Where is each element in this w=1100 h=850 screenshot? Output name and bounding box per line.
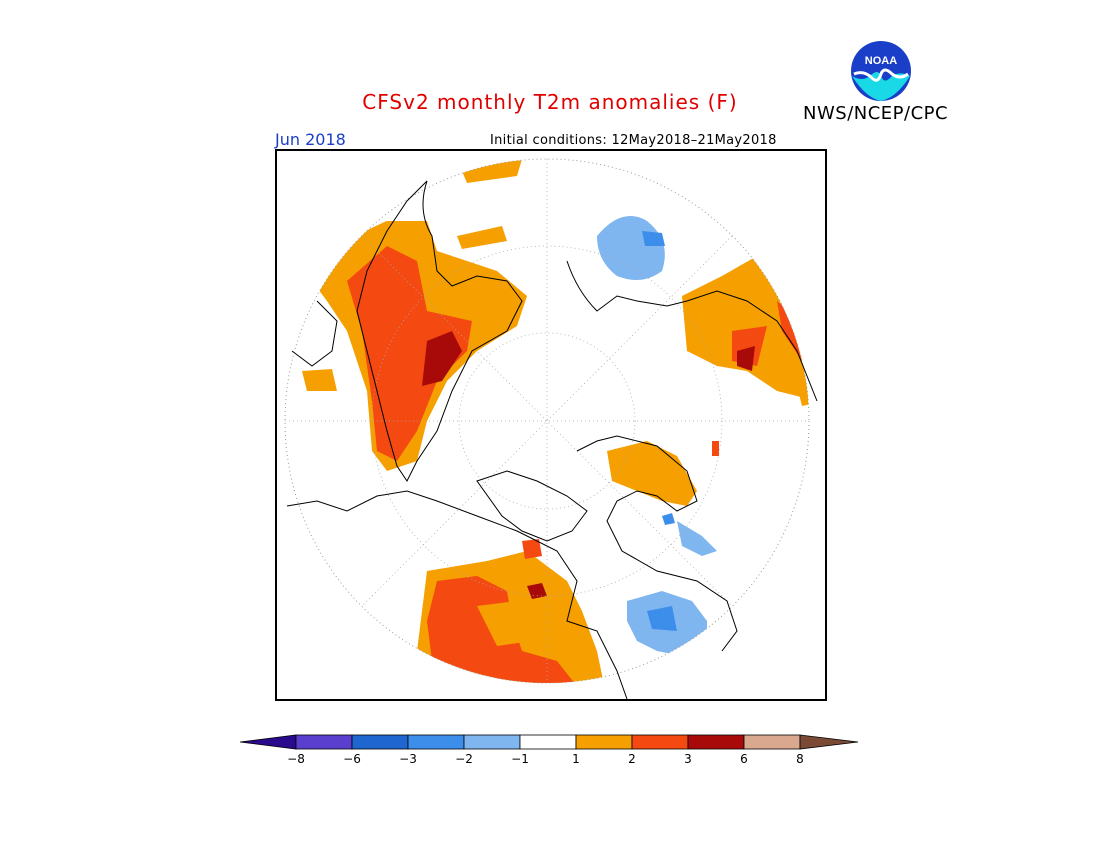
coastline-north-america-islands bbox=[476, 470, 588, 542]
warm-region-hudson bbox=[522, 539, 542, 559]
cold-region-europe-core bbox=[647, 606, 677, 631]
colorbar-bin-2 bbox=[351, 734, 409, 750]
cold-region-north bbox=[597, 216, 665, 280]
colorbar-bin-1 bbox=[295, 734, 353, 750]
colorbar-tick-label: −6 bbox=[343, 752, 361, 766]
warm-region-north-top bbox=[457, 159, 522, 183]
coastline-siberia bbox=[566, 260, 818, 402]
colorbar-bin-7 bbox=[631, 734, 689, 750]
cold-region-scandinavia-bit bbox=[662, 513, 675, 525]
agency-label: NWS/NCEP/CPC bbox=[803, 103, 949, 124]
warm-region-labrador bbox=[302, 369, 337, 391]
colorbar-min-arrow bbox=[239, 734, 297, 750]
coastline-alaska bbox=[291, 300, 338, 367]
cold-region-baltic bbox=[677, 521, 717, 556]
colorbar-bin-4 bbox=[463, 734, 521, 750]
anomaly-map bbox=[284, 158, 818, 699]
colorbar-bin-5 bbox=[519, 734, 577, 750]
colorbar-bin-6 bbox=[575, 734, 633, 750]
warm-region-strip bbox=[457, 226, 507, 249]
colorbar-tick-label: 8 bbox=[796, 752, 804, 766]
colorbar-tick-label: −8 bbox=[287, 752, 305, 766]
warm-region-small-1 bbox=[712, 441, 719, 456]
warm-region-alaska-bits bbox=[797, 381, 809, 406]
colorbar-max-arrow bbox=[799, 734, 859, 750]
colorbar-bin-9 bbox=[743, 734, 801, 750]
colorbar-bin-8 bbox=[687, 734, 745, 750]
colorbar-bin-3 bbox=[407, 734, 465, 750]
polar-map bbox=[275, 149, 827, 701]
coastline-greenland bbox=[356, 180, 523, 482]
svg-text:NOAA: NOAA bbox=[865, 55, 897, 67]
colorbar-tick-label: −3 bbox=[399, 752, 417, 766]
warm-region-scandinavia bbox=[607, 441, 697, 506]
coastline-canada bbox=[286, 490, 628, 699]
colorbar-tick-label: 1 bbox=[572, 752, 580, 766]
forecast-month: Jun 2018 bbox=[275, 130, 346, 149]
cold-region-north-core bbox=[642, 231, 665, 246]
colorbar-tick-label: −1 bbox=[511, 752, 529, 766]
warm-region-na-light bbox=[477, 601, 532, 646]
colorbar bbox=[239, 734, 859, 750]
coastline-europe bbox=[576, 435, 738, 652]
initial-conditions: Initial conditions: 12May2018–21May2018 bbox=[490, 133, 777, 148]
chart-title: CFSv2 monthly T2m anomalies (F) bbox=[362, 90, 738, 114]
colorbar-tick-label: 3 bbox=[684, 752, 692, 766]
noaa-logo: NOAA bbox=[851, 41, 911, 101]
colorbar-tick-label: −2 bbox=[455, 752, 473, 766]
warm-region-north-america-dark bbox=[527, 583, 547, 599]
colorbar-tick-label: 6 bbox=[740, 752, 748, 766]
colorbar-tick-label: 2 bbox=[628, 752, 636, 766]
warm-region-greenland-core bbox=[347, 246, 472, 461]
warm-region-greenland-dark bbox=[422, 331, 462, 386]
warm-region-east-siberia-dark bbox=[737, 346, 755, 371]
